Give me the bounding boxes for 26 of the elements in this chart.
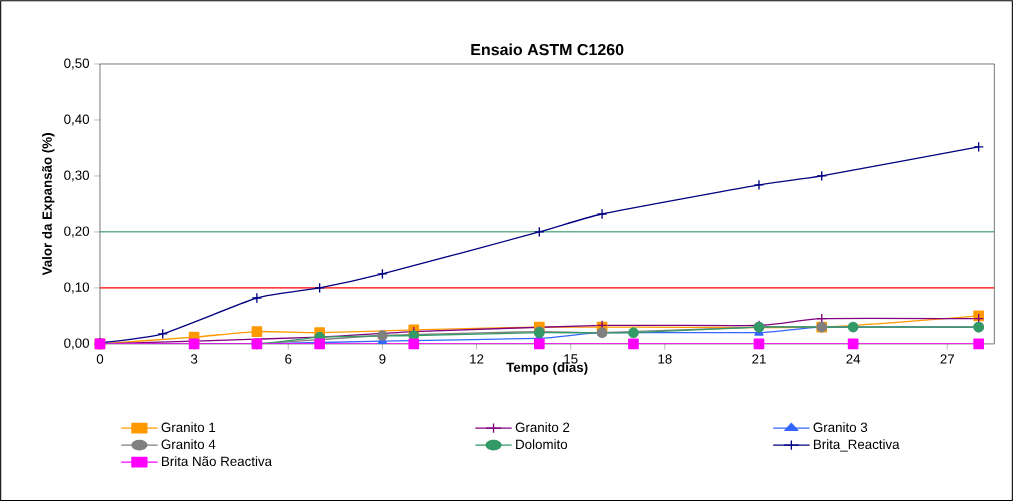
x-tick-label: 15	[564, 354, 578, 364]
x-tick-label: 12	[470, 354, 484, 364]
legend-label: Granito 3	[813, 422, 868, 432]
y-tick-label: 0,30	[64, 170, 90, 182]
y-tick-label: 0,20	[64, 226, 90, 238]
legend-label: Dolomito	[516, 439, 568, 449]
legend-label: Granito 2	[515, 422, 570, 432]
x-tick-label: 24	[846, 354, 861, 364]
x-tick-label: 9	[379, 354, 386, 364]
legend-label: Brita Não Reactiva	[162, 456, 273, 466]
x-tick-label: 6	[285, 354, 292, 364]
x-tick-label: 18	[658, 354, 672, 364]
y-tick-label: 0,10	[64, 282, 90, 294]
x-tick-label: 21	[752, 354, 766, 364]
legend-label: Brita_Reactiva	[813, 439, 900, 452]
legend-label: Granito 4	[161, 439, 216, 449]
x-axis-title: Tempo (dias)	[506, 362, 588, 375]
y-axis-title: Valor da Expansão (%)	[42, 133, 55, 276]
x-tick-label: 0	[96, 354, 104, 364]
legend-label: Granito 1	[161, 422, 216, 432]
x-tick-label: 27	[940, 354, 955, 364]
y-tick-label: 0,00	[64, 338, 90, 350]
chart-title: Ensaio ASTM C1260	[471, 43, 624, 56]
y-tick-label: 0,40	[64, 114, 90, 126]
y-tick-label: 0,50	[64, 58, 90, 70]
x-tick-label: 3	[190, 354, 198, 364]
